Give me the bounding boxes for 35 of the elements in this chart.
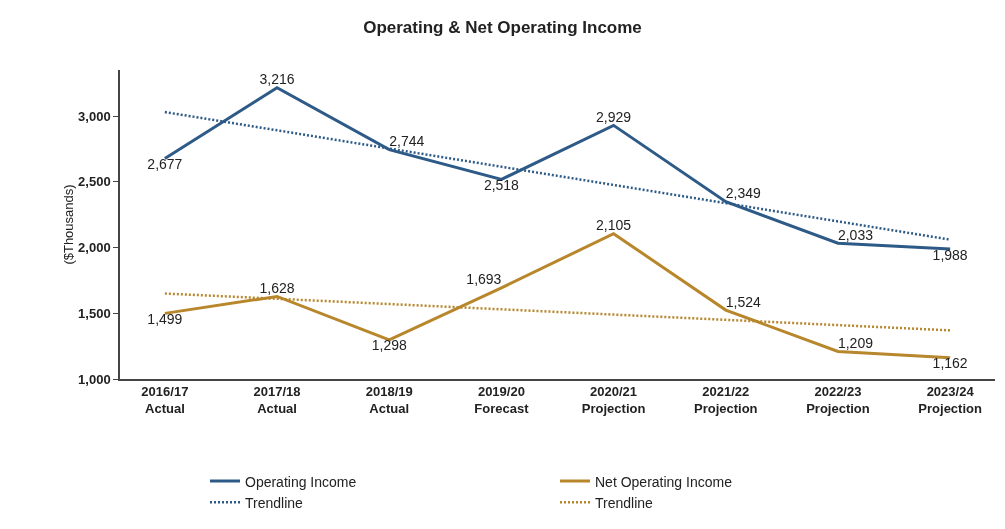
y-tick-label: 1,500 — [78, 305, 111, 321]
x-tick-label: 2021/22 Projection — [693, 384, 758, 417]
data-label: 1,209 — [837, 335, 874, 352]
x-tick-label: 2020/21 Projection — [581, 384, 646, 417]
data-label: 1,693 — [466, 271, 502, 288]
y-tick-label: 3,000 — [78, 108, 111, 124]
data-label: 2,744 — [389, 133, 425, 150]
data-label: 1,298 — [371, 337, 407, 354]
data-label: 1,628 — [259, 279, 295, 296]
legend-label: Operating Income — [245, 473, 357, 490]
legend-label: Net Operating Income — [595, 473, 733, 490]
data-label: 2,677 — [147, 155, 183, 172]
x-tick-label: 2019/20 Forecast — [474, 384, 530, 417]
x-tick-label: 2016/17 Actual — [141, 384, 189, 417]
data-label: 1,162 — [932, 355, 968, 372]
data-label: 3,216 — [259, 71, 295, 88]
data-label: 1,524 — [725, 293, 762, 310]
x-tick-label: 2022/23 Projection — [806, 384, 870, 417]
data-label: 2,105 — [596, 217, 632, 234]
legend-label: Trendline — [595, 494, 654, 511]
data-label: 2,033 — [837, 226, 874, 243]
legend-label: Trendline — [245, 494, 304, 511]
y-tick-label: 1,000 — [78, 371, 111, 387]
x-tick-label: 2017/18 Actual — [253, 384, 301, 417]
y-axis-title: ($Thousands) — [61, 184, 77, 265]
x-tick-label: 2023/24 Projection — [918, 384, 982, 417]
data-label: 1,499 — [147, 310, 183, 327]
data-label: 2,518 — [483, 176, 520, 193]
chart-title: Operating & Net Operating Income — [363, 18, 642, 38]
y-tick-label: 2,000 — [78, 240, 111, 256]
data-label: 1,988 — [932, 246, 968, 263]
x-tick-label: 2018/19 Actual — [365, 384, 413, 417]
y-tick-label: 2,500 — [78, 174, 111, 190]
data-label: 2,349 — [725, 185, 762, 202]
data-label: 2,929 — [596, 108, 632, 125]
